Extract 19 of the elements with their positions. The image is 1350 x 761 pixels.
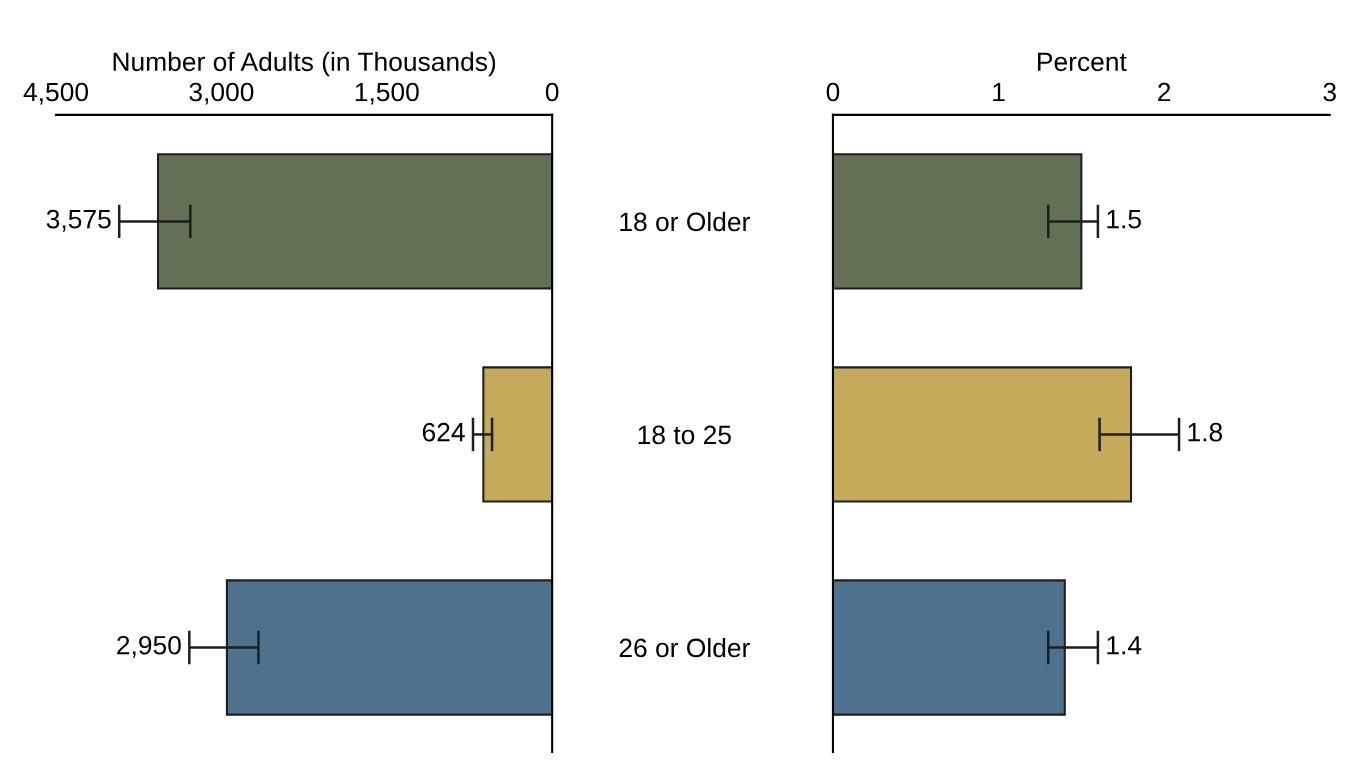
data-label: 624 [422, 422, 465, 442]
data-label: 1.4 [1107, 636, 1142, 655]
data-label: 2,950 [117, 635, 181, 658]
y-tick-label: 18 to 25 [638, 425, 731, 445]
x-tick-label: 4,500 [23, 82, 89, 105]
x-tick-label: 1,500 [355, 82, 419, 105]
x-tick-label: 1 [993, 82, 1005, 102]
x-tick-label: 0 [826, 82, 840, 102]
data-label: 3,575 [46, 209, 111, 232]
x-axis-title: Number of Adults (in Thousands) [113, 51, 496, 77]
data-label: 1.8 [1188, 422, 1223, 442]
x-tick-label: 3 [1323, 82, 1336, 102]
x-tick-label: 0 [545, 82, 559, 102]
data-label: 1.5 [1107, 210, 1141, 229]
x-axis-title: Percent [1038, 52, 1127, 72]
y-tick-label: 18 or Older [620, 211, 750, 232]
y-tick-label: 26 or Older [619, 637, 750, 658]
x-tick-label: 2 [1158, 82, 1171, 102]
x-tick-label: 3,000 [189, 82, 254, 105]
